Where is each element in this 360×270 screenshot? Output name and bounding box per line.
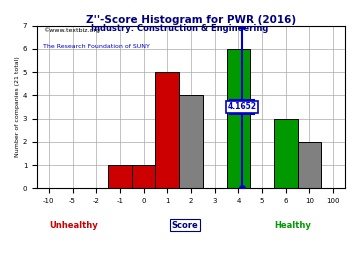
Bar [298,142,321,188]
Bar [179,95,203,188]
Text: 4.1652: 4.1652 [228,103,257,112]
Text: Industry: Construction & Engineering: Industry: Construction & Engineering [91,24,269,33]
Bar [274,119,298,188]
Title: Z''-Score Histogram for PWR (2016): Z''-Score Histogram for PWR (2016) [86,15,296,25]
Text: ©www.textbiz.org: ©www.textbiz.org [43,27,100,33]
Text: Unhealthy: Unhealthy [50,221,98,230]
Y-axis label: Number of companies (21 total): Number of companies (21 total) [15,57,20,157]
Text: Healthy: Healthy [274,221,311,230]
Text: The Research Foundation of SUNY: The Research Foundation of SUNY [43,44,150,49]
Bar [226,49,250,188]
Text: Score: Score [171,221,198,230]
Bar [108,165,132,188]
Bar [156,72,179,188]
Bar [132,165,156,188]
